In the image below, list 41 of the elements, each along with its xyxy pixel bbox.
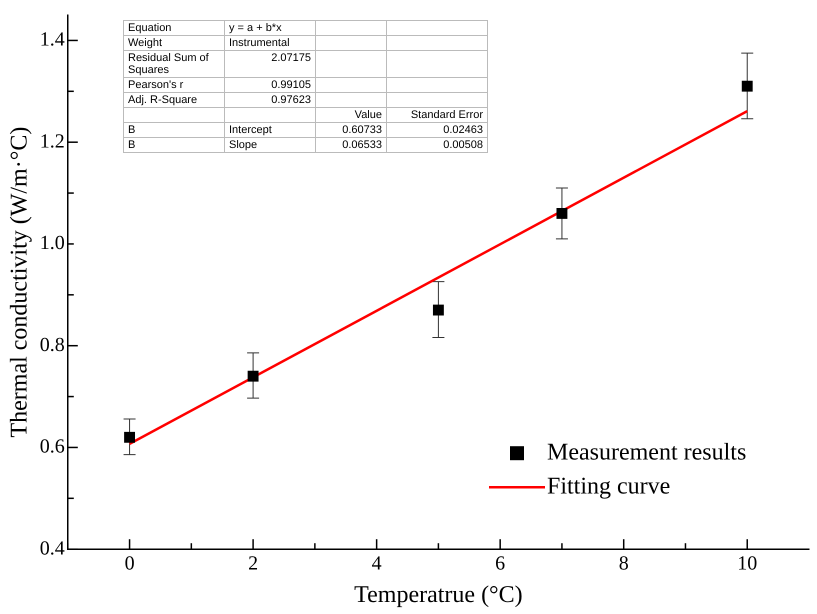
- annotation: 0.06533: [316, 138, 386, 152]
- y-tick-label: 0.8: [40, 334, 65, 356]
- x-tick-label: 4: [372, 552, 382, 574]
- annotation: Adj. R-Square: [124, 92, 224, 108]
- point: [556, 208, 568, 219]
- annotation: Weight: [124, 36, 224, 50]
- x-tick-label: 6: [495, 552, 506, 574]
- y-tick-label: 0.4: [40, 537, 65, 560]
- annotation: B: [124, 122, 224, 138]
- y-tick-label: 0.6: [40, 436, 65, 458]
- x-tick-label: 8: [618, 552, 629, 574]
- annotation: Value: [316, 108, 386, 122]
- point: [742, 80, 753, 92]
- point: [124, 432, 136, 443]
- legend-label: Fitting curve: [547, 473, 670, 500]
- annotation: Slope: [224, 138, 316, 152]
- annotation: 0.02463: [386, 122, 488, 138]
- annotation: Instrumental: [224, 36, 316, 50]
- x-tick-label: 0: [124, 552, 135, 574]
- annotation: 0.99105: [224, 78, 316, 92]
- point: [432, 304, 444, 316]
- annotation: 2.07175: [224, 50, 316, 78]
- annotation: y = a + b*x: [224, 20, 316, 36]
- annotation: 0.97623: [224, 92, 316, 108]
- annotation: Equation: [124, 20, 224, 36]
- y-tick-label: 1.2: [40, 130, 65, 152]
- annotation: Intercept: [224, 122, 316, 138]
- annotation: Residual Sum of Squares: [124, 50, 224, 78]
- y-tick-label: 1.0: [40, 232, 65, 254]
- x-axis-title: Temperatrue (°C): [354, 582, 523, 608]
- y-axis-title: Thermal conductivity (W/m·°C): [6, 126, 33, 438]
- annotation: Standard Error: [386, 108, 488, 122]
- annotation: B: [124, 138, 224, 152]
- x-tick-label: 2: [248, 552, 258, 574]
- annotation: 0.60733: [316, 122, 386, 138]
- annotation: Pearson's r: [124, 78, 224, 92]
- annotation: 0.00508: [386, 138, 488, 152]
- legend-label: Measurement results: [547, 439, 746, 466]
- y-tick-label: 1.4: [40, 28, 65, 51]
- x-tick-label: 10: [737, 552, 758, 574]
- point: [248, 370, 259, 382]
